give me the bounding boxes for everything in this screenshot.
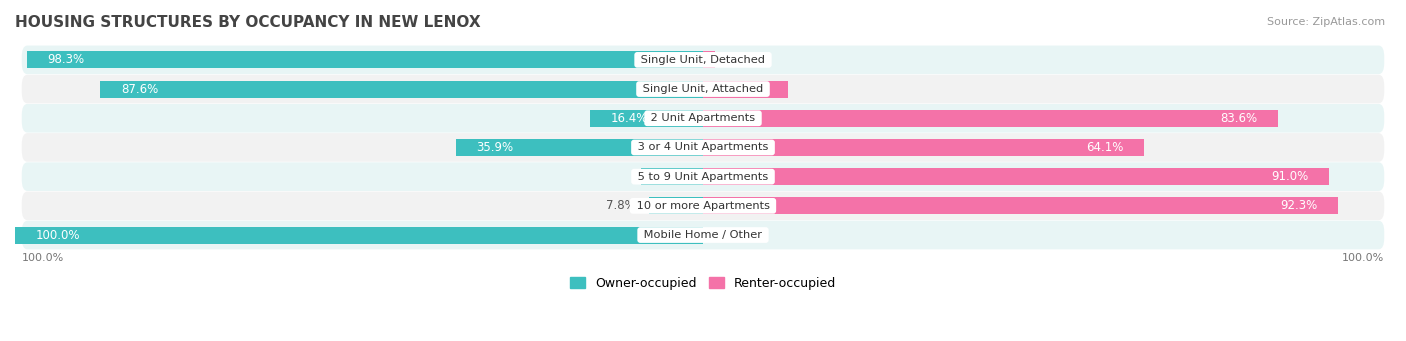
Bar <box>15 226 703 243</box>
Text: 2 Unit Apartments: 2 Unit Apartments <box>647 113 759 123</box>
Bar <box>27 51 703 68</box>
FancyBboxPatch shape <box>21 133 1385 162</box>
Text: Single Unit, Detached: Single Unit, Detached <box>637 55 769 65</box>
Text: HOUSING STRUCTURES BY OCCUPANCY IN NEW LENOX: HOUSING STRUCTURES BY OCCUPANCY IN NEW L… <box>15 15 481 30</box>
FancyBboxPatch shape <box>21 192 1385 220</box>
Text: Source: ZipAtlas.com: Source: ZipAtlas.com <box>1267 17 1385 27</box>
Text: 35.9%: 35.9% <box>477 141 513 154</box>
Text: 16.4%: 16.4% <box>610 112 648 125</box>
Text: 91.0%: 91.0% <box>1271 170 1309 183</box>
Bar <box>703 51 714 68</box>
Text: 3 or 4 Unit Apartments: 3 or 4 Unit Apartments <box>634 143 772 152</box>
FancyBboxPatch shape <box>21 104 1385 133</box>
FancyBboxPatch shape <box>21 75 1385 103</box>
Text: 64.1%: 64.1% <box>1085 141 1123 154</box>
Bar <box>456 139 703 156</box>
Text: 9.0%: 9.0% <box>662 170 692 183</box>
Bar <box>100 80 703 98</box>
Text: 7.8%: 7.8% <box>606 199 636 212</box>
Bar <box>591 110 703 127</box>
Bar <box>703 139 1144 156</box>
Bar <box>703 80 789 98</box>
Bar <box>641 168 703 185</box>
FancyBboxPatch shape <box>21 162 1385 191</box>
Text: 100.0%: 100.0% <box>22 253 65 263</box>
FancyBboxPatch shape <box>21 221 1385 249</box>
Bar <box>650 197 703 214</box>
Text: 98.3%: 98.3% <box>48 54 84 66</box>
Text: 100.0%: 100.0% <box>35 228 80 241</box>
Text: 92.3%: 92.3% <box>1279 199 1317 212</box>
Bar <box>703 110 1278 127</box>
Text: 10 or more Apartments: 10 or more Apartments <box>633 201 773 211</box>
FancyBboxPatch shape <box>21 46 1385 74</box>
Text: 5 to 9 Unit Apartments: 5 to 9 Unit Apartments <box>634 172 772 182</box>
Text: 87.6%: 87.6% <box>121 83 159 95</box>
Text: Single Unit, Attached: Single Unit, Attached <box>640 84 766 94</box>
Text: 12.4%: 12.4% <box>730 83 768 95</box>
Legend: Owner-occupied, Renter-occupied: Owner-occupied, Renter-occupied <box>565 272 841 295</box>
Bar <box>703 168 1329 185</box>
Text: 1.7%: 1.7% <box>728 54 758 66</box>
Bar <box>703 197 1339 214</box>
Text: 0.0%: 0.0% <box>717 228 747 241</box>
Text: 100.0%: 100.0% <box>1341 253 1384 263</box>
Text: Mobile Home / Other: Mobile Home / Other <box>640 230 766 240</box>
Text: 83.6%: 83.6% <box>1220 112 1257 125</box>
